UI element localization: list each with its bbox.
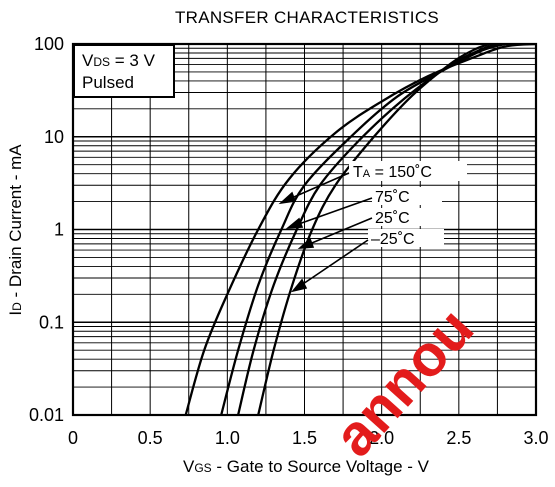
arrowhead-25-icon <box>297 237 315 249</box>
x-tick-label: 3.0 <box>523 428 548 448</box>
y-tick-label: 0.01 <box>29 405 64 425</box>
leader-25 <box>306 217 373 246</box>
x-tick-label: 0 <box>68 428 78 448</box>
condition-pulsed: Pulsed <box>82 73 134 92</box>
x-tick-label: 0.5 <box>138 428 163 448</box>
curve-label-m25: –25˚C <box>371 231 415 248</box>
y-tick-label: 10 <box>44 127 64 147</box>
series-line-1 <box>220 44 506 415</box>
series-line-0 <box>184 44 536 415</box>
arrowhead-m25-icon <box>290 278 308 293</box>
label-bg-m25 <box>368 229 444 247</box>
leader-150 <box>286 172 350 201</box>
y-tick-label: 1 <box>54 220 64 240</box>
tick-labels: 0 0.5 1.0 1.5 2.0 2.5 3.0 0.01 0.1 1 10 100 <box>29 34 549 448</box>
x-tick-label: 2.5 <box>446 428 471 448</box>
label-bg-75 <box>372 187 442 205</box>
y-axis-title: ID - Drain Current - mA <box>6 144 25 316</box>
label-bg-150 <box>349 161 467 181</box>
series-line-2 <box>236 44 498 415</box>
leader-75 <box>295 197 373 226</box>
y-tick-label: 0.1 <box>39 312 64 332</box>
leader-arrows <box>278 172 373 293</box>
series-line-3 <box>257 44 491 415</box>
condition-box <box>73 44 175 98</box>
x-axis-title: VGS - Gate to Source Voltage - V <box>183 457 430 476</box>
label-bg-25 <box>372 208 442 226</box>
curve-label-75: 75˚C <box>375 189 410 206</box>
arrowhead-150-icon <box>278 191 297 205</box>
chart-title: TRANSFER CHARACTERISTICS <box>175 8 439 27</box>
plot-frame <box>71 42 538 417</box>
condition-vds: VDS = 3 V <box>82 51 156 70</box>
curve-label-150: TA = 150˚C <box>353 164 432 181</box>
curve-label-25: 25˚C <box>375 210 410 227</box>
y-tick-label: 100 <box>34 34 64 54</box>
leader-m25 <box>299 239 369 287</box>
x-tick-label: 1.5 <box>292 428 317 448</box>
arrowhead-75-icon <box>285 217 304 229</box>
x-tick-label: 2.0 <box>369 428 394 448</box>
x-tick-label: 1.0 <box>215 428 240 448</box>
series-group <box>184 44 536 415</box>
